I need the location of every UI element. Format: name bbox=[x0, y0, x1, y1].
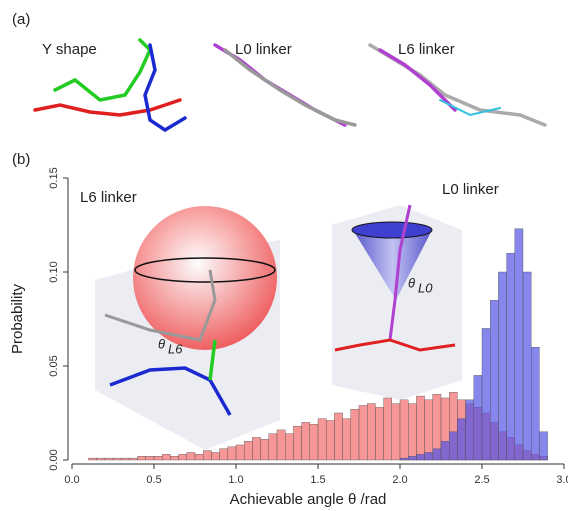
histogram-bar bbox=[145, 456, 155, 461]
histogram-bar bbox=[276, 429, 286, 461]
x-tick-label: 2.0 bbox=[392, 474, 407, 486]
histogram-bar bbox=[317, 418, 327, 461]
x-tick-label: 0.5 bbox=[146, 474, 161, 486]
histogram-bar bbox=[498, 271, 507, 461]
insets bbox=[95, 204, 462, 450]
histogram-bar bbox=[522, 271, 532, 461]
angle-subscript: L6 bbox=[168, 341, 183, 356]
histogram-bar bbox=[186, 452, 196, 461]
x-tick-label: 1.0 bbox=[228, 474, 243, 486]
histogram-bar bbox=[424, 399, 434, 461]
histogram-bar bbox=[326, 420, 335, 461]
histogram-bar bbox=[137, 456, 147, 461]
histogram-bar bbox=[153, 456, 163, 461]
histogram-bar bbox=[334, 412, 343, 461]
histogram-bar bbox=[350, 409, 360, 461]
histogram-bar bbox=[473, 375, 483, 461]
histogram-bar bbox=[440, 441, 450, 461]
histogram-bar bbox=[432, 448, 442, 461]
histogram-bar bbox=[342, 418, 352, 461]
histogram-bar bbox=[391, 403, 401, 461]
histogram-bar bbox=[531, 347, 540, 461]
histogram-bar bbox=[367, 403, 376, 461]
histogram-bar bbox=[358, 405, 368, 461]
histogram-bar bbox=[416, 395, 425, 461]
histogram-bar bbox=[178, 454, 188, 461]
histogram-bar bbox=[375, 407, 384, 461]
histogram-bar bbox=[481, 328, 491, 461]
x-tick-label: 2.5 bbox=[474, 474, 489, 486]
histogram-bar bbox=[408, 403, 417, 461]
y-tick-label: 0.00 bbox=[48, 449, 60, 470]
image-label: Y shape bbox=[42, 41, 97, 58]
angle-subscript: L0 bbox=[418, 280, 433, 295]
histogram-bar bbox=[219, 448, 229, 461]
histogram-bar bbox=[465, 399, 475, 461]
histogram-bar bbox=[293, 425, 302, 461]
histogram-bar bbox=[309, 424, 319, 461]
histogram-bar bbox=[170, 456, 179, 461]
x-tick-label: 3.0 bbox=[556, 474, 568, 486]
histogram-bar bbox=[424, 452, 434, 461]
histogram-bar bbox=[161, 454, 171, 461]
histogram-bar bbox=[252, 437, 261, 461]
panel-label: (a) bbox=[12, 11, 30, 28]
histogram-bar bbox=[449, 431, 458, 461]
histogram-bar bbox=[399, 399, 409, 461]
histogram-bar bbox=[539, 431, 548, 461]
histogram-bar bbox=[490, 300, 499, 461]
y-tick-label: 0.10 bbox=[48, 261, 60, 282]
angle-symbol: θ bbox=[408, 275, 415, 290]
angle-symbol: θ bbox=[158, 336, 165, 351]
histogram-bar bbox=[129, 457, 138, 461]
histogram-bar bbox=[301, 422, 311, 461]
plot: 0.0 0.5 1.0 1.5 2.0 2.5 3.0 0.00 0.05 0.10 0.15 Ach… bbox=[9, 167, 568, 508]
y-tick-label: 0.05 bbox=[48, 355, 60, 376]
histogram-bar bbox=[211, 452, 220, 461]
image-label: L0 linker bbox=[235, 41, 292, 58]
histogram-bar bbox=[285, 433, 294, 461]
annotation: L0 linker bbox=[442, 181, 499, 198]
image-label: L6 linker bbox=[398, 41, 455, 58]
histogram-bar bbox=[514, 228, 524, 461]
histogram-bar bbox=[408, 456, 417, 461]
molecule-images bbox=[33, 38, 547, 133]
histogram-bar bbox=[506, 252, 516, 461]
annotation: L6 linker bbox=[80, 189, 137, 206]
x-tick-label: 0.0 bbox=[64, 474, 79, 486]
histogram-bar bbox=[416, 454, 425, 461]
histogram-bar bbox=[235, 444, 245, 461]
histogram-bar bbox=[457, 418, 466, 461]
panel-label: (b) bbox=[12, 151, 30, 168]
histogram-bar bbox=[383, 397, 393, 461]
histogram-bar bbox=[96, 457, 105, 461]
histogram-bar bbox=[194, 454, 204, 461]
histogram-bar bbox=[202, 450, 212, 461]
y-axis-label: Probability bbox=[9, 283, 26, 354]
x-tick-label: 1.5 bbox=[310, 474, 325, 486]
histogram-bar bbox=[88, 457, 97, 461]
y-tick-label: 0.15 bbox=[48, 167, 60, 188]
histogram-bar bbox=[399, 457, 409, 461]
histogram-bar bbox=[243, 441, 253, 461]
x-axis-label: Achievable angle θ /rad bbox=[230, 491, 387, 508]
histogram-bar bbox=[104, 457, 114, 461]
histogram-bar bbox=[120, 457, 130, 461]
histogram-bar bbox=[227, 446, 237, 461]
histogram-bar bbox=[260, 439, 270, 461]
histogram-bar bbox=[268, 433, 278, 461]
histogram-bar bbox=[112, 457, 122, 461]
